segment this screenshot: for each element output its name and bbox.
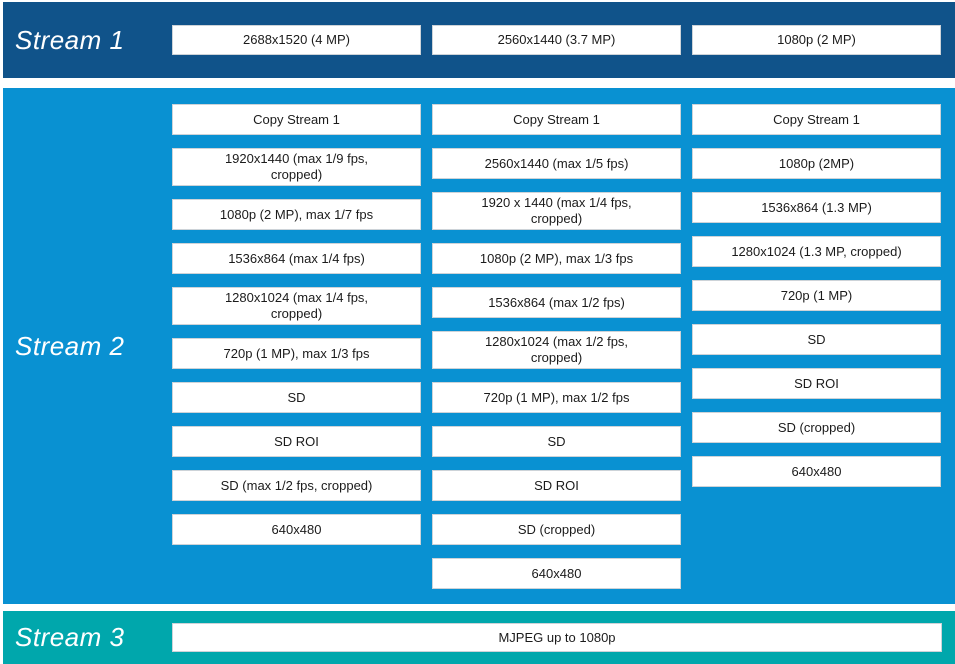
resolution-option: SD xyxy=(692,324,941,355)
copy-stream-option: Copy Stream 1 xyxy=(432,104,681,135)
resolution-option: SD ROI xyxy=(432,470,681,501)
resolution-option: 1536x864 (1.3 MP) xyxy=(692,192,941,223)
resolution-option: 720p (1 MP), max 1/3 fps xyxy=(172,338,421,369)
resolution-option: SD ROI xyxy=(692,368,941,399)
resolution-option: 1920x1440 (max 1/9 fps, cropped) xyxy=(172,148,421,186)
copy-stream-option: Copy Stream 1 xyxy=(692,104,941,135)
resolution-option: 1080p (2 MP) xyxy=(692,25,941,55)
resolution-option: 1280x1024 (1.3 MP, cropped) xyxy=(692,236,941,267)
copy-stream-option: Copy Stream 1 xyxy=(172,104,421,135)
resolution-option: 720p (1 MP), max 1/2 fps xyxy=(432,382,681,413)
resolution-option: 1920 x 1440 (max 1/4 fps, cropped) xyxy=(432,192,681,230)
resolution-option: SD xyxy=(432,426,681,457)
stream3-label: Stream 3 xyxy=(15,622,125,652)
resolution-option: SD ROI xyxy=(172,426,421,457)
resolution-option: 1080p (2 MP), max 1/3 fps xyxy=(432,243,681,274)
stream1-options: 2688x1520 (4 MP) 2560x1440 (3.7 MP) 1080… xyxy=(172,25,941,55)
resolution-option: 1280x1024 (max 1/4 fps, cropped) xyxy=(172,287,421,325)
stream3-band: Stream 3 MJPEG up to 1080p xyxy=(3,611,955,664)
resolution-option: SD (max 1/2 fps, cropped) xyxy=(172,470,421,501)
stream1-band: Stream 1 2688x1520 (4 MP) 2560x1440 (3.7… xyxy=(3,2,955,78)
stream1-label: Stream 1 xyxy=(15,24,125,55)
resolution-option: 720p (1 MP) xyxy=(692,280,941,311)
resolution-option: SD xyxy=(172,382,421,413)
stream2-band: Stream 2 Copy Stream 1 1920x1440 (max 1/… xyxy=(3,88,955,604)
resolution-option: 1080p (2MP) xyxy=(692,148,941,179)
stream2-options: Copy Stream 1 1920x1440 (max 1/9 fps, cr… xyxy=(172,88,941,604)
stream2-column-2: Copy Stream 1 2560x1440 (max 1/5 fps) 19… xyxy=(432,104,681,589)
stream2-label: Stream 2 xyxy=(15,330,125,361)
resolution-option: 2560x1440 (max 1/5 fps) xyxy=(432,148,681,179)
resolution-option: 1536x864 (max 1/4 fps) xyxy=(172,243,421,274)
stream2-column-3: Copy Stream 1 1080p (2MP) 1536x864 (1.3 … xyxy=(692,104,941,487)
resolution-option: SD (cropped) xyxy=(432,514,681,545)
resolution-option: 640x480 xyxy=(692,456,941,487)
resolution-option: SD (cropped) xyxy=(692,412,941,443)
resolution-option: 1536x864 (max 1/2 fps) xyxy=(432,287,681,318)
resolution-option: 2688x1520 (4 MP) xyxy=(172,25,421,55)
resolution-option: 1280x1024 (max 1/2 fps, cropped) xyxy=(432,331,681,369)
resolution-option: 640x480 xyxy=(172,514,421,545)
resolution-option: 640x480 xyxy=(432,558,681,589)
stream2-column-1: Copy Stream 1 1920x1440 (max 1/9 fps, cr… xyxy=(172,104,421,545)
mjpeg-option: MJPEG up to 1080p xyxy=(172,623,942,652)
resolution-option: 1080p (2 MP), max 1/7 fps xyxy=(172,199,421,230)
resolution-option: 2560x1440 (3.7 MP) xyxy=(432,25,681,55)
